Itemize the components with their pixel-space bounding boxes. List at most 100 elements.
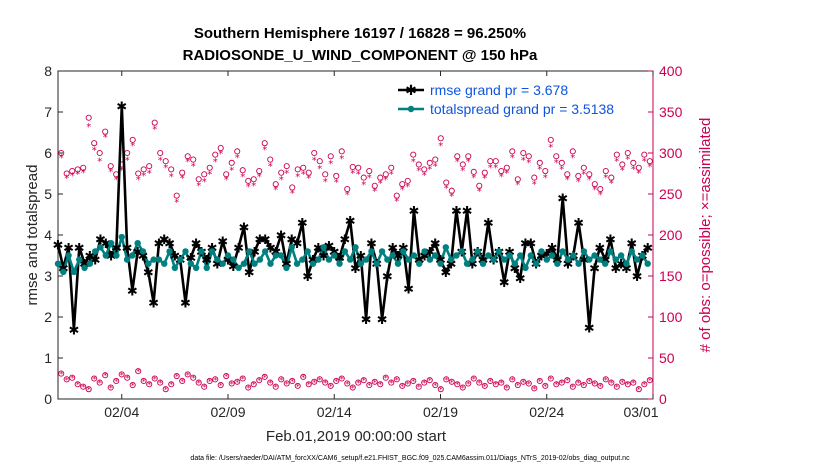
- obs-assimilated-marker: *: [460, 166, 465, 177]
- totalspread-point: [192, 264, 200, 271]
- rmse-point: ✱: [100, 237, 111, 252]
- rmse-point: ✱: [106, 250, 117, 265]
- totalspread-point: [256, 256, 264, 263]
- totalspread-point: [171, 264, 179, 271]
- obs-assimilated-marker: *: [466, 157, 471, 168]
- totalspread-point: [586, 256, 593, 263]
- totalspread-point: [341, 248, 349, 255]
- obs-low-possible-marker: [107, 384, 114, 391]
- obs-low-possible-marker: [173, 372, 180, 380]
- obs-low-assimilated-marker: *: [615, 383, 619, 392]
- obs-low-assimilated-marker: *: [351, 384, 355, 393]
- totalspread-point: [479, 260, 487, 267]
- obs-possible-marker: [393, 192, 400, 199]
- obs-assimilated-marker: *: [207, 170, 212, 181]
- y-tick-label: 2: [44, 309, 52, 325]
- y-tick-label: 7: [44, 104, 52, 120]
- obs-assimilated-marker: *: [515, 180, 520, 191]
- obs-assimilated-marker: *: [482, 174, 487, 185]
- rmse-point: ✱: [382, 270, 393, 285]
- obs-low-possible-marker: [437, 386, 444, 393]
- obs-possible-marker: [641, 151, 648, 158]
- obs-low-assimilated-marker: *: [76, 381, 80, 390]
- obs-low-possible-marker: [597, 382, 604, 389]
- obs-assimilated-marker: *: [152, 124, 157, 135]
- totalspread-point: [394, 260, 402, 267]
- rmse-point: ✱: [626, 237, 637, 252]
- rmse-line: [56, 104, 649, 331]
- totalspread-point: [612, 256, 620, 263]
- totalspread-point: [516, 252, 524, 259]
- legend-spread-label: totalspread grand pr = 3.5138: [430, 101, 614, 117]
- obs-low-possible-marker: [283, 380, 290, 387]
- obs-low-possible-marker: [146, 381, 153, 388]
- obs-low-possible-marker: [443, 376, 450, 383]
- obs-possible-marker: [250, 176, 257, 183]
- rmse-point: ✱: [313, 241, 324, 256]
- totalspread-point: [113, 252, 120, 259]
- totalspread-point: [405, 256, 412, 263]
- obs-low-possible-marker: [63, 376, 70, 383]
- y-axis-label: rmse and totalspread: [24, 165, 41, 306]
- rmse-point: ✱: [451, 204, 462, 219]
- obs-low-assimilated-marker: *: [169, 381, 173, 390]
- obs-low-possible-marker: [355, 379, 362, 386]
- obs-low-possible-marker: [481, 382, 488, 389]
- obs-possible-marker: [437, 135, 444, 142]
- obs-low-possible-marker: [338, 375, 345, 382]
- obs-possible-marker: [129, 136, 136, 143]
- rmse-point: ✱: [515, 272, 526, 287]
- rmse-point: ✱: [292, 237, 303, 252]
- obs-low-assimilated-marker: *: [384, 374, 388, 383]
- totalspread-point: [139, 248, 147, 255]
- obs-low-possible-marker: [294, 382, 301, 389]
- obs-assimilated-marker: *: [97, 156, 102, 167]
- rmse-point: ✱: [557, 192, 568, 207]
- y2-tick-label: 350: [659, 104, 683, 120]
- obs-assimilated-marker: *: [251, 181, 256, 192]
- x-tick-label: 03/01: [623, 404, 658, 420]
- totalspread-point: [644, 260, 651, 267]
- obs-possible-marker: [421, 166, 428, 173]
- rmse-point: ✱: [201, 254, 212, 269]
- totalspread-point: [532, 260, 540, 267]
- obs-possible-marker: [333, 172, 340, 180]
- rmse-point: ✱: [403, 282, 414, 297]
- obs-possible-marker: [344, 186, 351, 193]
- totalspread-point: [442, 244, 450, 251]
- obs-possible-marker: [234, 148, 241, 155]
- y2-tick-label: 0: [659, 391, 667, 407]
- obs-assimilated-marker: *: [438, 141, 443, 152]
- totalspread-point: [76, 256, 83, 263]
- obs-low-possible-marker: [630, 379, 637, 386]
- rmse-point: ✱: [605, 233, 616, 248]
- obs-assimilated-marker: *: [295, 172, 300, 183]
- obs-assimilated-marker: *: [119, 165, 124, 176]
- obs-low-possible-marker: [184, 371, 191, 378]
- totalspread-point: [506, 252, 513, 259]
- series-lines: ✱ ✱✱✱✱✱✱✱✱✱✱✱✱✱✱✱✱✱✱✱✱✱✱✱✱ ✱✱✱✱✱✱✱✱✱✱✱✱ ✱✱✱…: [53, 100, 654, 338]
- obs-assimilated-marker: *: [378, 179, 383, 190]
- obs-possible-marker: [454, 153, 461, 160]
- obs-low-possible-marker: [366, 382, 373, 389]
- obs-assimilated-marker: *: [180, 174, 185, 185]
- obs-low-possible-marker: [470, 375, 477, 382]
- totalspread-point: [346, 256, 354, 263]
- obs-low-possible-marker: [349, 384, 356, 391]
- obs-low-possible-marker: [250, 381, 257, 388]
- obs-low-assimilated-marker: *: [565, 377, 569, 386]
- totalspread-point: [293, 260, 301, 267]
- obs-possible-marker: [63, 170, 70, 177]
- y2-tick-label: 200: [659, 227, 683, 243]
- y-tick-label: 4: [44, 227, 52, 243]
- totalspread-point: [54, 260, 62, 267]
- obs-low-assimilated-marker: *: [560, 379, 564, 388]
- obs-low-possible-marker: [102, 372, 109, 379]
- obs-assimilated-marker: *: [422, 170, 427, 181]
- rmse-point: ✱: [185, 252, 196, 267]
- footnote: data file: /Users/raeder/DAI/ATM_forcXX/…: [190, 455, 630, 462]
- totalspread-point: [288, 244, 295, 251]
- totalspread-point: [97, 244, 104, 251]
- obs-low-possible-marker: [382, 374, 389, 381]
- obs-low-possible-marker: [421, 379, 428, 386]
